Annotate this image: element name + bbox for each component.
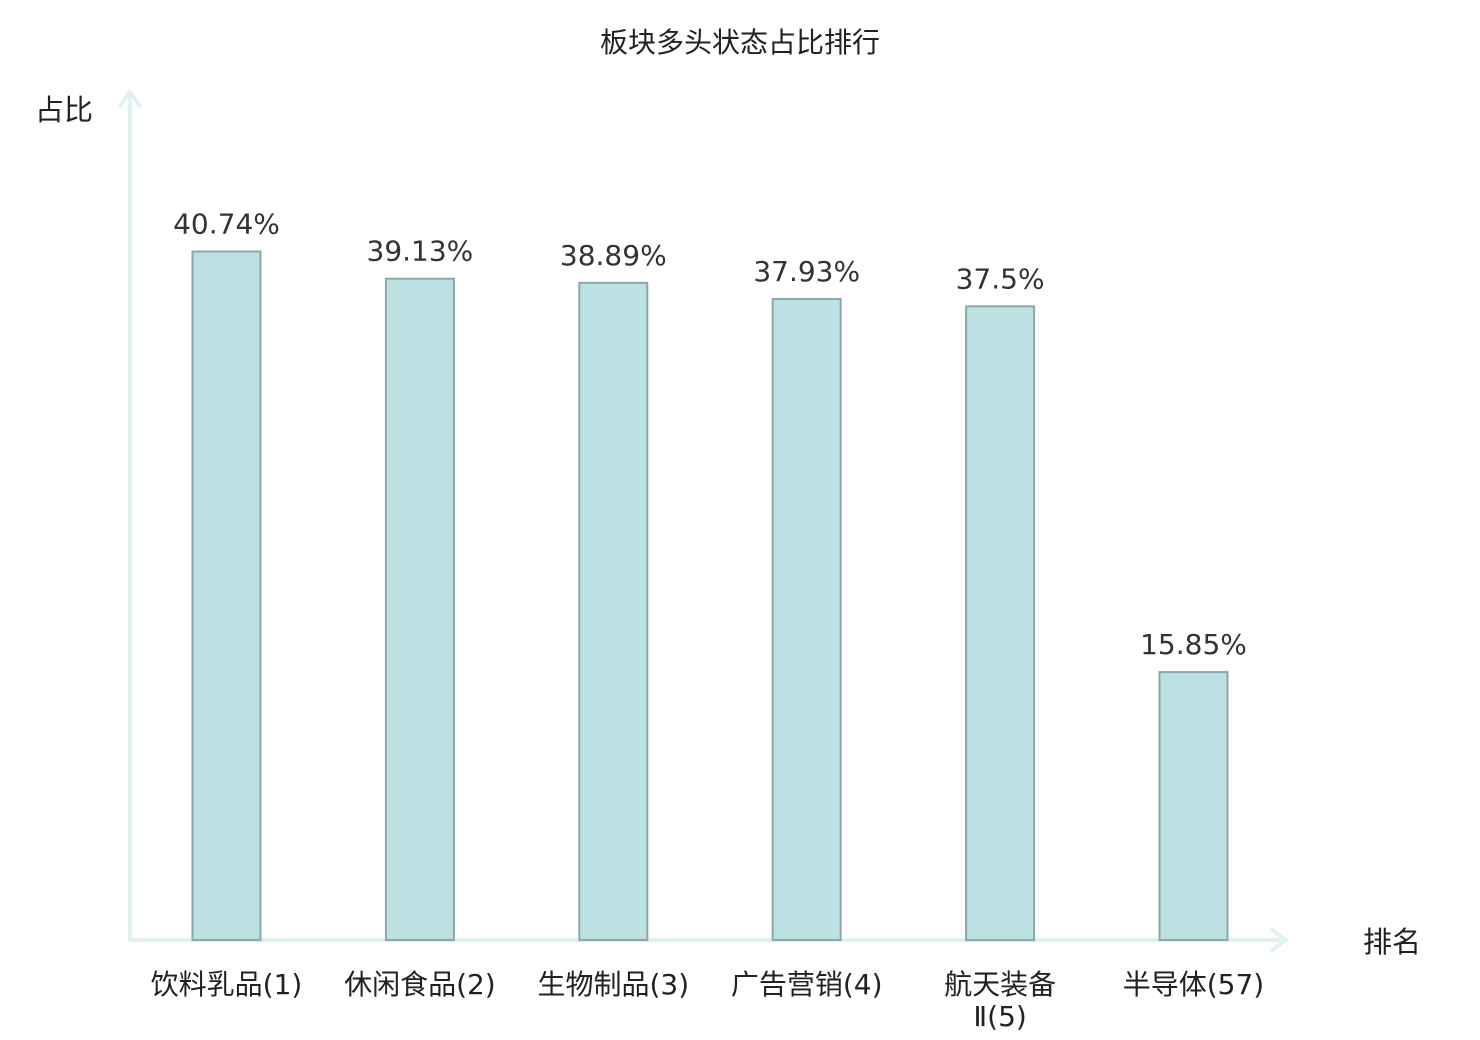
category-label: 生物制品(3): [537, 968, 689, 1001]
bar: [578, 281, 649, 941]
category-label: 饮料乳品(1): [151, 968, 303, 1001]
category-label: Ⅱ(5): [973, 1000, 1026, 1033]
value-label: 40.74%: [173, 208, 280, 241]
bar: [771, 298, 842, 941]
chart-title: 板块多头状态占比排行: [600, 26, 880, 59]
bars-group: [191, 250, 1229, 942]
bar: [1158, 671, 1229, 941]
bar: [965, 305, 1036, 942]
value-label: 15.85%: [1140, 628, 1247, 661]
x-axis-arrow: [1270, 928, 1288, 952]
y-axis-arrow: [118, 90, 142, 108]
value-label: 38.89%: [560, 239, 667, 272]
bar: [384, 277, 455, 941]
category-label: 航天装备: [944, 968, 1056, 1001]
value-label: 39.13%: [367, 235, 474, 268]
value-label: 37.93%: [753, 255, 860, 288]
value-labels-group: 40.74% 39.13% 38.89% 37.93% 37.5% 15.85%: [173, 208, 1247, 662]
value-label: 37.5%: [956, 262, 1045, 295]
y-axis-label: 占比: [35, 93, 93, 127]
category-label: 半导体(57): [1123, 968, 1264, 1001]
category-label: 休闲食品(2): [344, 968, 496, 1001]
bar: [191, 250, 262, 941]
category-label: 广告营销(4): [731, 968, 883, 1001]
x-axis-label: 排名: [1363, 925, 1421, 959]
